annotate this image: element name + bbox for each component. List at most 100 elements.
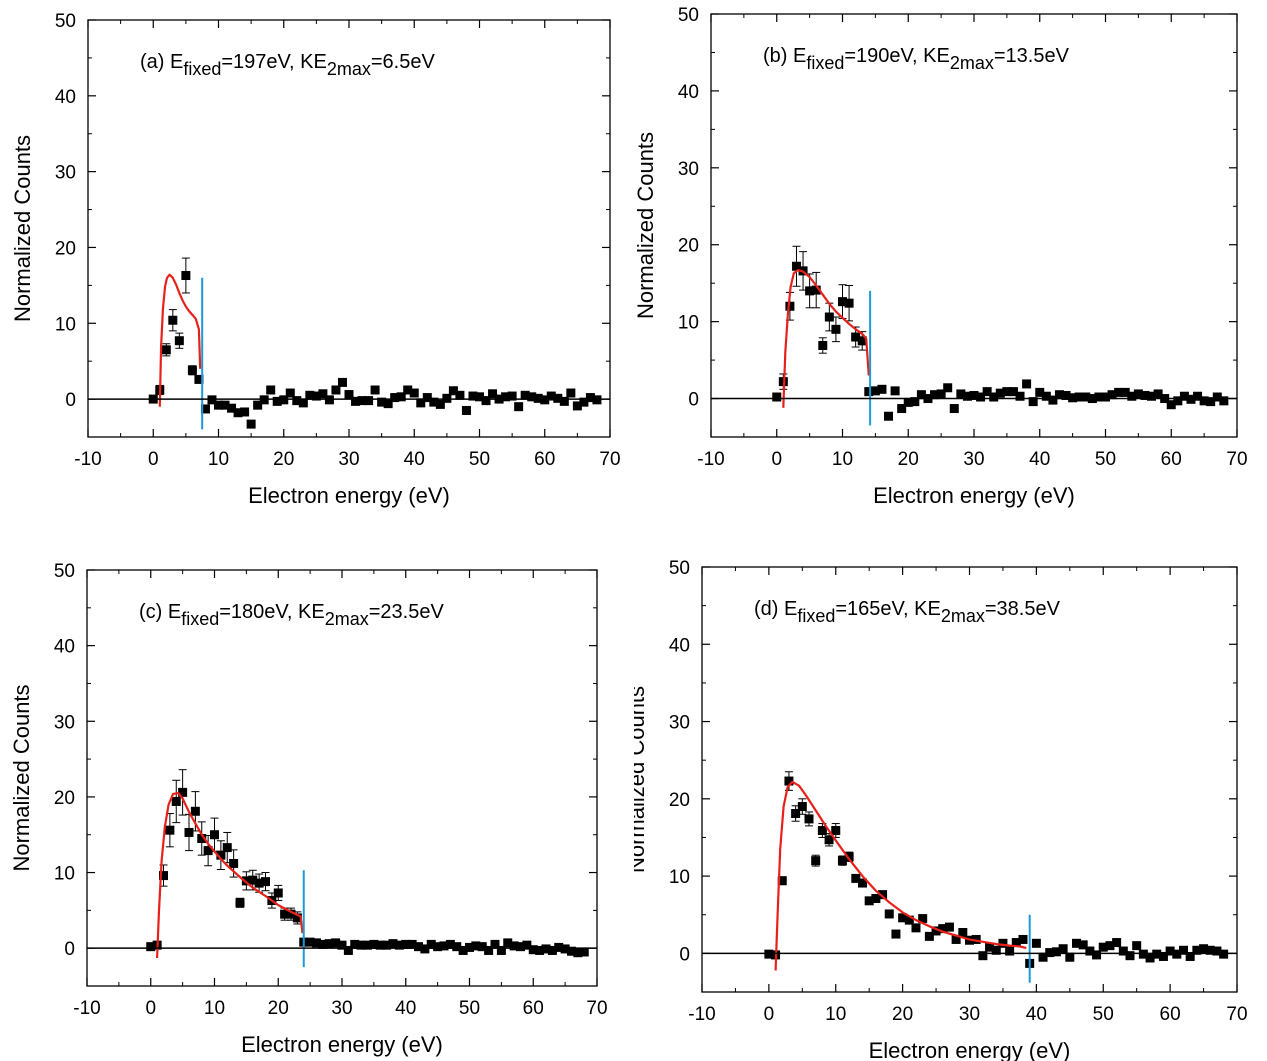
x-tick-label: 70 <box>1226 449 1247 470</box>
chart-title-part: =165eV, KE <box>835 598 940 620</box>
data-point <box>1173 396 1183 406</box>
data-point <box>1219 949 1229 959</box>
data-point <box>261 877 270 887</box>
data-point <box>520 390 530 400</box>
data-point <box>220 400 230 410</box>
data-point <box>931 926 941 936</box>
x-tick-label: 60 <box>534 449 555 470</box>
data-point <box>370 385 380 395</box>
data-point <box>938 924 948 934</box>
data-point <box>509 941 519 951</box>
data-point <box>455 390 465 400</box>
data-point <box>475 392 484 402</box>
data-point <box>791 809 801 818</box>
data-point <box>433 942 443 952</box>
fit-curve <box>782 269 870 408</box>
data-point <box>298 398 308 408</box>
data-point <box>844 852 854 862</box>
x-tick-label: 30 <box>963 449 984 470</box>
data-point <box>350 939 360 949</box>
data-point <box>331 938 341 948</box>
data-point <box>976 392 986 402</box>
x-tick-label: 50 <box>1095 449 1116 470</box>
data-point <box>903 397 913 407</box>
data-point <box>785 301 795 311</box>
x-tick-label: 10 <box>825 1004 846 1025</box>
data-point <box>324 939 334 949</box>
x-tick-label: 30 <box>959 1004 980 1025</box>
data-point <box>229 858 239 868</box>
data-point <box>343 945 353 955</box>
data-point <box>528 945 538 955</box>
data-point <box>401 939 411 949</box>
chart-title-part: (a) E <box>140 51 183 73</box>
data-point <box>331 385 341 395</box>
y-tick-label: 20 <box>55 238 76 259</box>
data-point <box>1015 391 1025 401</box>
data-point <box>864 896 874 906</box>
data-point <box>253 400 263 410</box>
data-point <box>1065 952 1075 962</box>
chart-title-subscript: fixed <box>806 53 844 73</box>
data-point <box>465 942 474 952</box>
data-point <box>1205 945 1215 955</box>
data-point <box>222 843 232 853</box>
data-point <box>1172 949 1182 959</box>
data-point <box>998 938 1008 948</box>
chart-title-part: =6.5eV <box>371 51 436 73</box>
data-point <box>878 890 888 900</box>
data-point <box>1212 392 1222 402</box>
data-point <box>382 940 392 950</box>
data-point <box>285 388 295 398</box>
data-point <box>390 393 400 403</box>
data-point <box>292 913 302 923</box>
data-point <box>851 873 861 883</box>
data-point <box>1085 946 1095 956</box>
data-point <box>1147 391 1157 401</box>
data-point <box>949 404 959 414</box>
data-point <box>943 383 953 393</box>
chart-title-subscript: fixed <box>183 59 221 79</box>
x-axis-label: Electron energy (eV) <box>241 1032 443 1057</box>
data-point <box>811 856 821 866</box>
data-point <box>944 922 954 932</box>
data-point <box>1041 391 1051 401</box>
y-tick-label: 50 <box>55 11 76 32</box>
data-point <box>991 945 1001 955</box>
data-point <box>305 937 315 947</box>
chart-title: (b) Efixed=190eV, KE2max=13.5eV <box>763 45 1070 73</box>
data-point <box>817 826 827 835</box>
data-point <box>811 285 821 295</box>
y-tick-label: 50 <box>54 561 75 582</box>
chart-panel-c: -10 0 10 20 30 40 50 60 70 0 10 20 30 40 50 Electron en… <box>9 561 608 1057</box>
chart-title-part: =13.5eV <box>994 45 1070 67</box>
y-axis-label: Normalized Counts <box>634 686 649 873</box>
data-point <box>1192 945 1202 955</box>
data-point <box>898 913 908 923</box>
data-point <box>1098 942 1108 952</box>
data-point <box>507 391 517 401</box>
data-point <box>471 941 481 951</box>
y-tick-label: 40 <box>54 637 75 658</box>
data-point <box>527 392 537 402</box>
y-tick-label: 0 <box>64 939 75 960</box>
y-tick-label: 0 <box>679 944 690 965</box>
data-point <box>452 942 462 952</box>
data-point <box>831 826 841 835</box>
x-axis-label: Electron energy (eV) <box>869 1038 1071 1061</box>
data-point <box>969 390 979 400</box>
x-tick-label: -10 <box>697 449 724 470</box>
x-tick-label: 40 <box>1026 1004 1047 1025</box>
data-point <box>235 898 245 908</box>
data-point <box>388 939 398 949</box>
data-point <box>240 407 250 417</box>
chart-title-part: (d) E <box>754 598 797 620</box>
data-point <box>426 939 436 949</box>
chart-title-subscript: 2max <box>950 53 994 73</box>
data-point <box>403 385 413 395</box>
data-point <box>448 386 458 396</box>
data-point <box>337 377 347 387</box>
chart-title-part: (c) E <box>139 601 181 623</box>
data-point <box>233 408 243 418</box>
data-point <box>488 389 498 399</box>
